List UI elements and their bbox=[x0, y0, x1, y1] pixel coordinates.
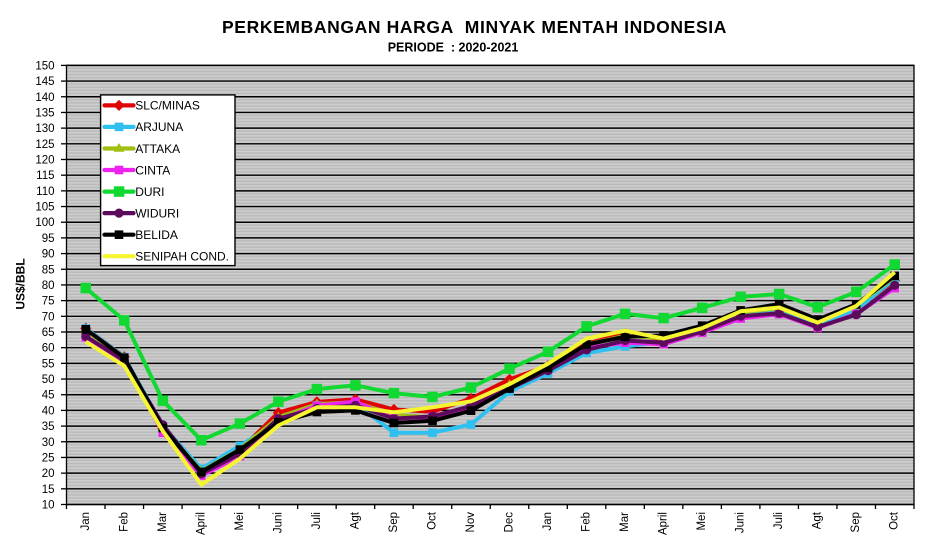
svg-text:120: 120 bbox=[35, 155, 54, 167]
svg-text:CINTA: CINTA bbox=[135, 163, 170, 177]
svg-text:15: 15 bbox=[42, 484, 55, 496]
svg-text:Juli: Juli bbox=[311, 512, 323, 529]
svg-text:Juni: Juni bbox=[272, 512, 284, 533]
svg-text:Mei: Mei bbox=[234, 512, 246, 531]
svg-text:ATTAKA: ATTAKA bbox=[135, 142, 180, 156]
svg-text:50: 50 bbox=[42, 374, 55, 386]
svg-text:100: 100 bbox=[35, 217, 54, 229]
svg-text:SENIPAH COND.: SENIPAH COND. bbox=[135, 250, 229, 264]
svg-text:BELIDA: BELIDA bbox=[135, 228, 178, 242]
svg-text:Agt: Agt bbox=[349, 511, 361, 529]
svg-text:115: 115 bbox=[36, 170, 54, 182]
svg-text:Sep: Sep bbox=[388, 512, 400, 532]
svg-text:Mar: Mar bbox=[619, 512, 631, 532]
svg-text:Juni: Juni bbox=[735, 512, 747, 533]
svg-text:55: 55 bbox=[42, 358, 55, 370]
svg-text:PERIODE : 2020-2021: PERIODE : 2020-2021 bbox=[388, 41, 519, 55]
svg-text:Jan: Jan bbox=[542, 512, 554, 531]
svg-text:WIDURI: WIDURI bbox=[135, 206, 179, 220]
svg-text:20: 20 bbox=[42, 468, 55, 480]
svg-text:125: 125 bbox=[35, 139, 54, 151]
svg-text:DURI: DURI bbox=[135, 185, 164, 199]
svg-text:Nov: Nov bbox=[465, 512, 477, 533]
svg-text:30: 30 bbox=[42, 437, 55, 449]
svg-text:145: 145 bbox=[35, 76, 54, 88]
svg-text:25: 25 bbox=[42, 453, 55, 465]
svg-text:US$/BBL: US$/BBL bbox=[13, 258, 27, 309]
svg-text:April: April bbox=[658, 512, 670, 535]
svg-text:Mar: Mar bbox=[157, 512, 169, 532]
svg-text:105: 105 bbox=[35, 202, 54, 214]
svg-text:Oct: Oct bbox=[889, 511, 901, 530]
svg-text:Sep: Sep bbox=[850, 512, 862, 532]
svg-text:Agt: Agt bbox=[812, 511, 824, 529]
svg-text:75: 75 bbox=[42, 296, 55, 308]
svg-text:110: 110 bbox=[36, 186, 54, 198]
svg-text:April: April bbox=[195, 512, 207, 535]
svg-text:60: 60 bbox=[42, 343, 55, 355]
svg-text:Oct: Oct bbox=[427, 511, 439, 530]
svg-text:Dec: Dec bbox=[504, 512, 516, 533]
svg-text:PERKEMBANGAN HARGA MINYAK MEN: PERKEMBANGAN HARGA MINYAK MENTAH INDONES… bbox=[222, 17, 727, 37]
svg-text:130: 130 bbox=[35, 123, 54, 135]
svg-text:ARJUNA: ARJUNA bbox=[135, 120, 183, 134]
svg-text:90: 90 bbox=[42, 249, 55, 261]
svg-text:SLC/MINAS: SLC/MINAS bbox=[135, 99, 200, 113]
svg-text:45: 45 bbox=[42, 390, 55, 402]
svg-text:Feb: Feb bbox=[581, 512, 593, 532]
svg-text:40: 40 bbox=[42, 405, 55, 417]
svg-text:80: 80 bbox=[42, 280, 55, 292]
svg-text:70: 70 bbox=[42, 311, 55, 323]
svg-text:135: 135 bbox=[35, 107, 54, 119]
svg-text:Juli: Juli bbox=[773, 512, 785, 529]
svg-text:150: 150 bbox=[35, 60, 54, 72]
svg-text:Feb: Feb bbox=[118, 512, 130, 532]
svg-text:95: 95 bbox=[42, 233, 55, 245]
svg-text:Mei: Mei bbox=[696, 512, 708, 531]
svg-text:65: 65 bbox=[42, 327, 55, 339]
svg-text:85: 85 bbox=[42, 264, 55, 276]
svg-text:Jan: Jan bbox=[80, 512, 92, 531]
svg-text:35: 35 bbox=[42, 421, 55, 433]
svg-text:140: 140 bbox=[35, 92, 54, 104]
svg-text:10: 10 bbox=[42, 500, 55, 512]
